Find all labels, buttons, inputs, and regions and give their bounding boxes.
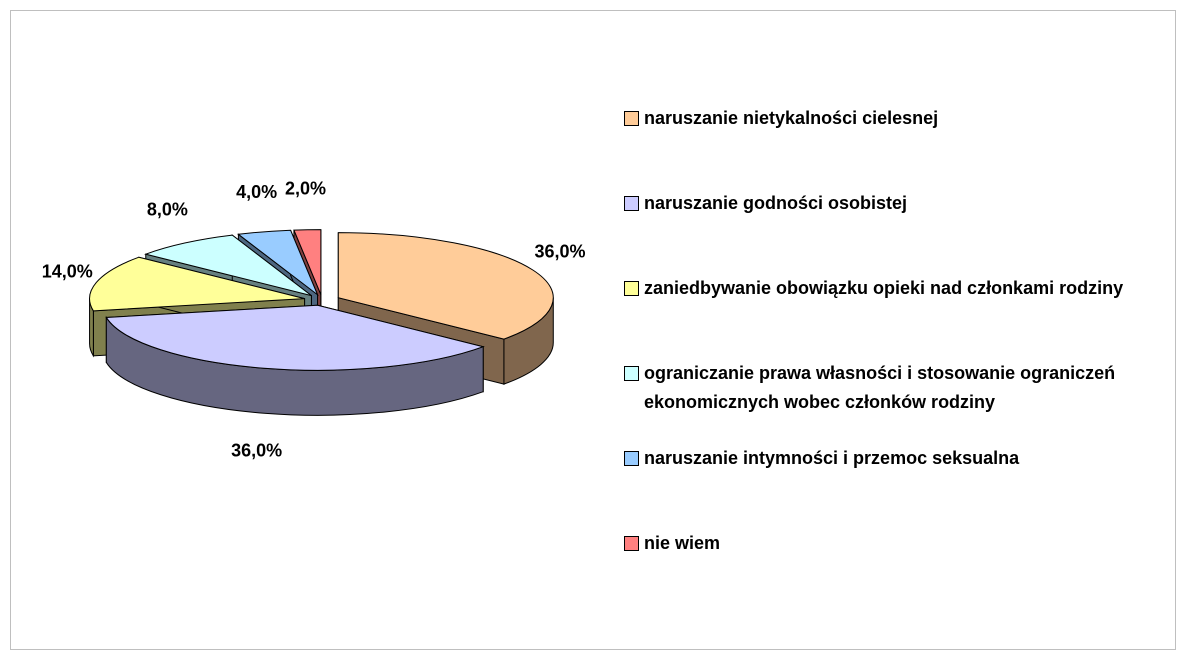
legend-swatch [624, 451, 639, 466]
legend-swatch [624, 366, 639, 381]
legend-entry: naruszanie godności osobistej [624, 189, 1172, 274]
data-label: 14,0% [42, 261, 93, 281]
legend-entry: naruszanie nietykalności cielesnej [624, 104, 1172, 189]
legend-label: naruszanie godności osobistej [644, 193, 908, 213]
data-label: 8,0% [147, 199, 188, 219]
chart: 36,0% 36,0% 14,0% 8,0% 4,0% 2,0% [42, 179, 586, 461]
legend-entry: zaniedbywanie obowiązku opieki nad człon… [624, 274, 1172, 359]
legend-swatch [624, 536, 639, 551]
legend-label: zaniedbywanie obowiązku opieki nad człon… [644, 278, 1124, 298]
legend-swatch [624, 111, 639, 126]
legend: naruszanie nietykalności cielesnej narusz… [624, 104, 1172, 614]
slice [89, 256, 305, 312]
legend-swatch [624, 281, 639, 296]
slice [337, 232, 554, 340]
legend-label: ograniczanie prawa własności i stosowani… [644, 363, 1116, 412]
slice [144, 234, 312, 297]
legend-swatch [624, 196, 639, 211]
slice [237, 229, 319, 297]
slice [105, 304, 485, 371]
legend-label: nie wiem [644, 533, 721, 553]
legend-label: naruszanie intymności i przemoc seksualn… [644, 448, 1020, 468]
legend-label: naruszanie nietykalności cielesnej [644, 108, 939, 128]
data-label: 36,0% [231, 441, 282, 461]
data-label: 36,0% [534, 242, 585, 262]
slice [293, 229, 322, 295]
data-label: 4,0% [236, 182, 277, 202]
legend-entry: ograniczanie prawa własności i stosowani… [624, 359, 1172, 444]
legend-entry: naruszanie intymności i przemoc seksualn… [624, 444, 1172, 529]
data-label: 2,0% [285, 179, 326, 199]
legend-entry: nie wiem [624, 529, 1172, 614]
